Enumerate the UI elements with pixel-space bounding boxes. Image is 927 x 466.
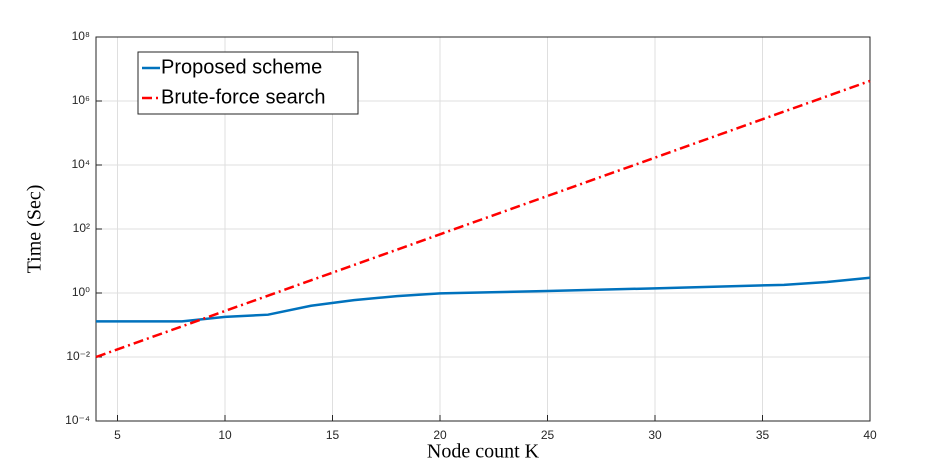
x-tick-label: 35 — [756, 428, 770, 442]
x-tick-label: 40 — [863, 428, 877, 442]
x-tick-label: 30 — [648, 428, 662, 442]
legend-label: Proposed scheme — [161, 56, 322, 78]
x-tick-label: 25 — [541, 428, 555, 442]
line-series — [95, 79, 871, 359]
x-axis-label: Node count K — [427, 441, 540, 463]
y-tick-label: 10⁻² — [66, 349, 90, 363]
x-tick-label: 15 — [326, 428, 340, 442]
y-tick-label: 10⁻⁴ — [65, 413, 90, 427]
y-tick-label: 10⁶ — [72, 93, 90, 107]
y-axis-label: Time (Sec) — [24, 185, 46, 274]
legend-label: Brute-force search — [161, 86, 326, 108]
x-tick-label: 10 — [218, 428, 232, 442]
line-series — [96, 276, 871, 323]
legend-box — [137, 51, 359, 115]
x-tick-label: 20 — [433, 428, 447, 442]
y-tick-label: 10⁰ — [72, 285, 90, 299]
y-tick-label: 10² — [73, 221, 90, 235]
x-tick-label: 5 — [114, 428, 121, 442]
axes-box — [95, 36, 871, 422]
y-tick-label: 10⁸ — [72, 29, 90, 43]
y-tick-label: 10⁴ — [71, 157, 90, 171]
